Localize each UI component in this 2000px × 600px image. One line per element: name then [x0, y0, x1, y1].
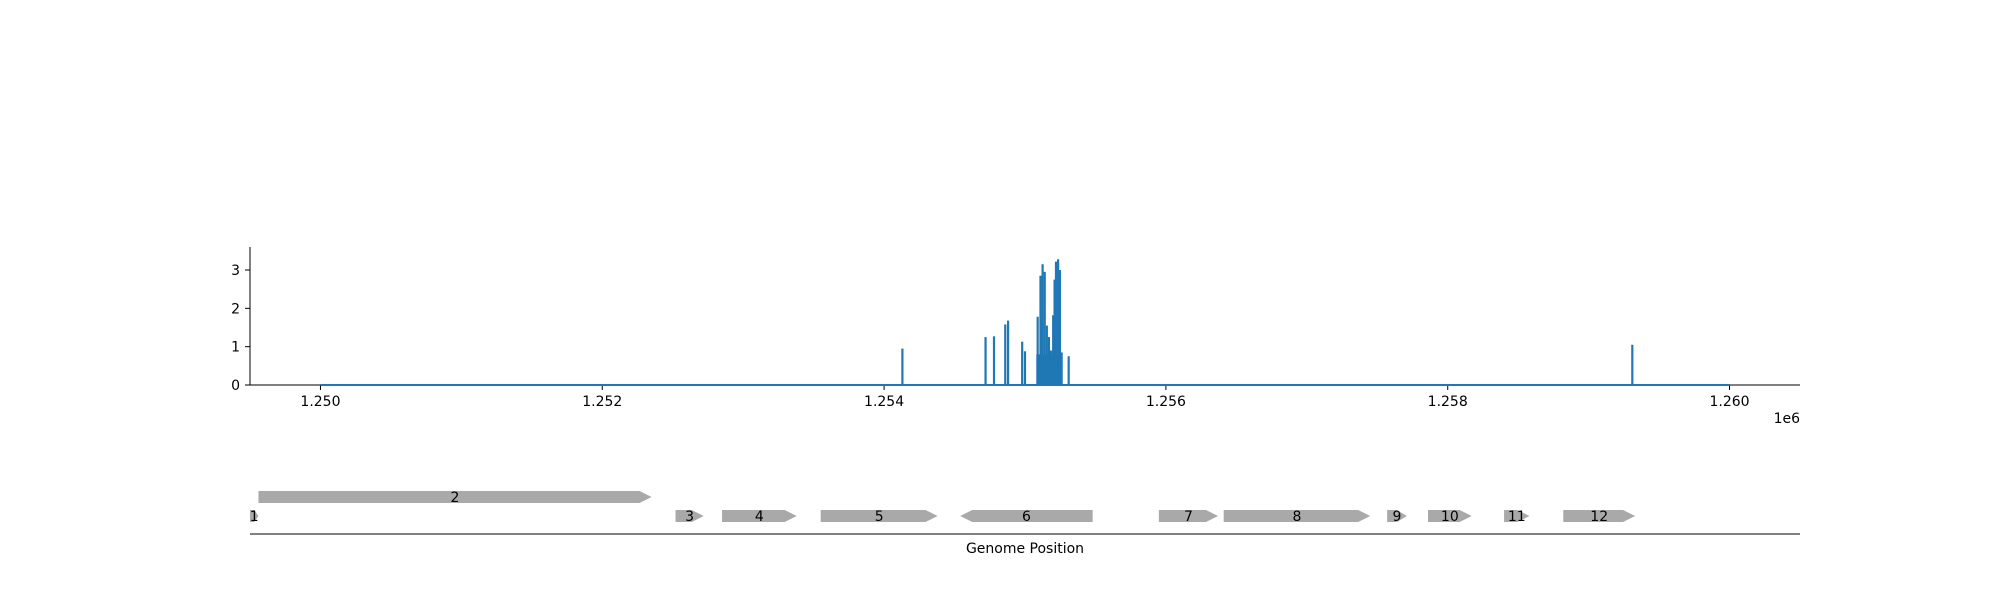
- x-tick-label: 1.252: [582, 394, 622, 410]
- x-axis-offset-label: 1e6: [1774, 411, 1801, 427]
- gene-label: 10: [1441, 509, 1459, 525]
- gene-label: 6: [1022, 509, 1031, 525]
- x-tick-label: 1.254: [864, 394, 904, 410]
- gene-arrow: [258, 491, 652, 503]
- gene-label: 12: [1590, 509, 1608, 525]
- gene-arrow: [722, 510, 797, 522]
- y-tick-label: 2: [231, 301, 240, 317]
- y-tick-label: 1: [231, 340, 240, 356]
- gene-label: 1: [250, 509, 259, 525]
- gene-label: 8: [1292, 509, 1301, 525]
- coverage-plot: 0 1 2 3 1.250 1.252 1.254 1.256 1.258 1.260 1e6: [231, 247, 1800, 427]
- gene-arrow: [820, 510, 938, 522]
- gene-arrow: [250, 510, 259, 522]
- y-tick-label: 3: [231, 263, 240, 279]
- gene-label: 3: [685, 509, 694, 525]
- gene-arrow: [1563, 510, 1636, 522]
- gene-arrow: [675, 510, 704, 522]
- x-tick-label: 1.260: [1709, 394, 1749, 410]
- gene-arrow: [1504, 510, 1530, 522]
- x-tick-label: 1.256: [1146, 394, 1186, 410]
- gene-arrow: [1428, 510, 1472, 522]
- gene-arrow: [1387, 510, 1407, 522]
- gene-arrow: [960, 510, 1093, 522]
- gene-arrow: [1158, 510, 1219, 522]
- x-tick-label: 1.250: [300, 394, 340, 410]
- x-tick-label: 1.258: [1428, 394, 1468, 410]
- gene-label: 11: [1508, 509, 1526, 525]
- gene-arrow: [1223, 510, 1371, 522]
- gene-label: 7: [1184, 509, 1193, 525]
- gene-label: 9: [1393, 509, 1402, 525]
- x-axis-label: Genome Position: [966, 541, 1084, 557]
- gene-label: 4: [755, 509, 764, 525]
- gene-label: 2: [451, 490, 460, 506]
- gene-label: 5: [875, 509, 884, 525]
- y-tick-label: 0: [231, 378, 240, 394]
